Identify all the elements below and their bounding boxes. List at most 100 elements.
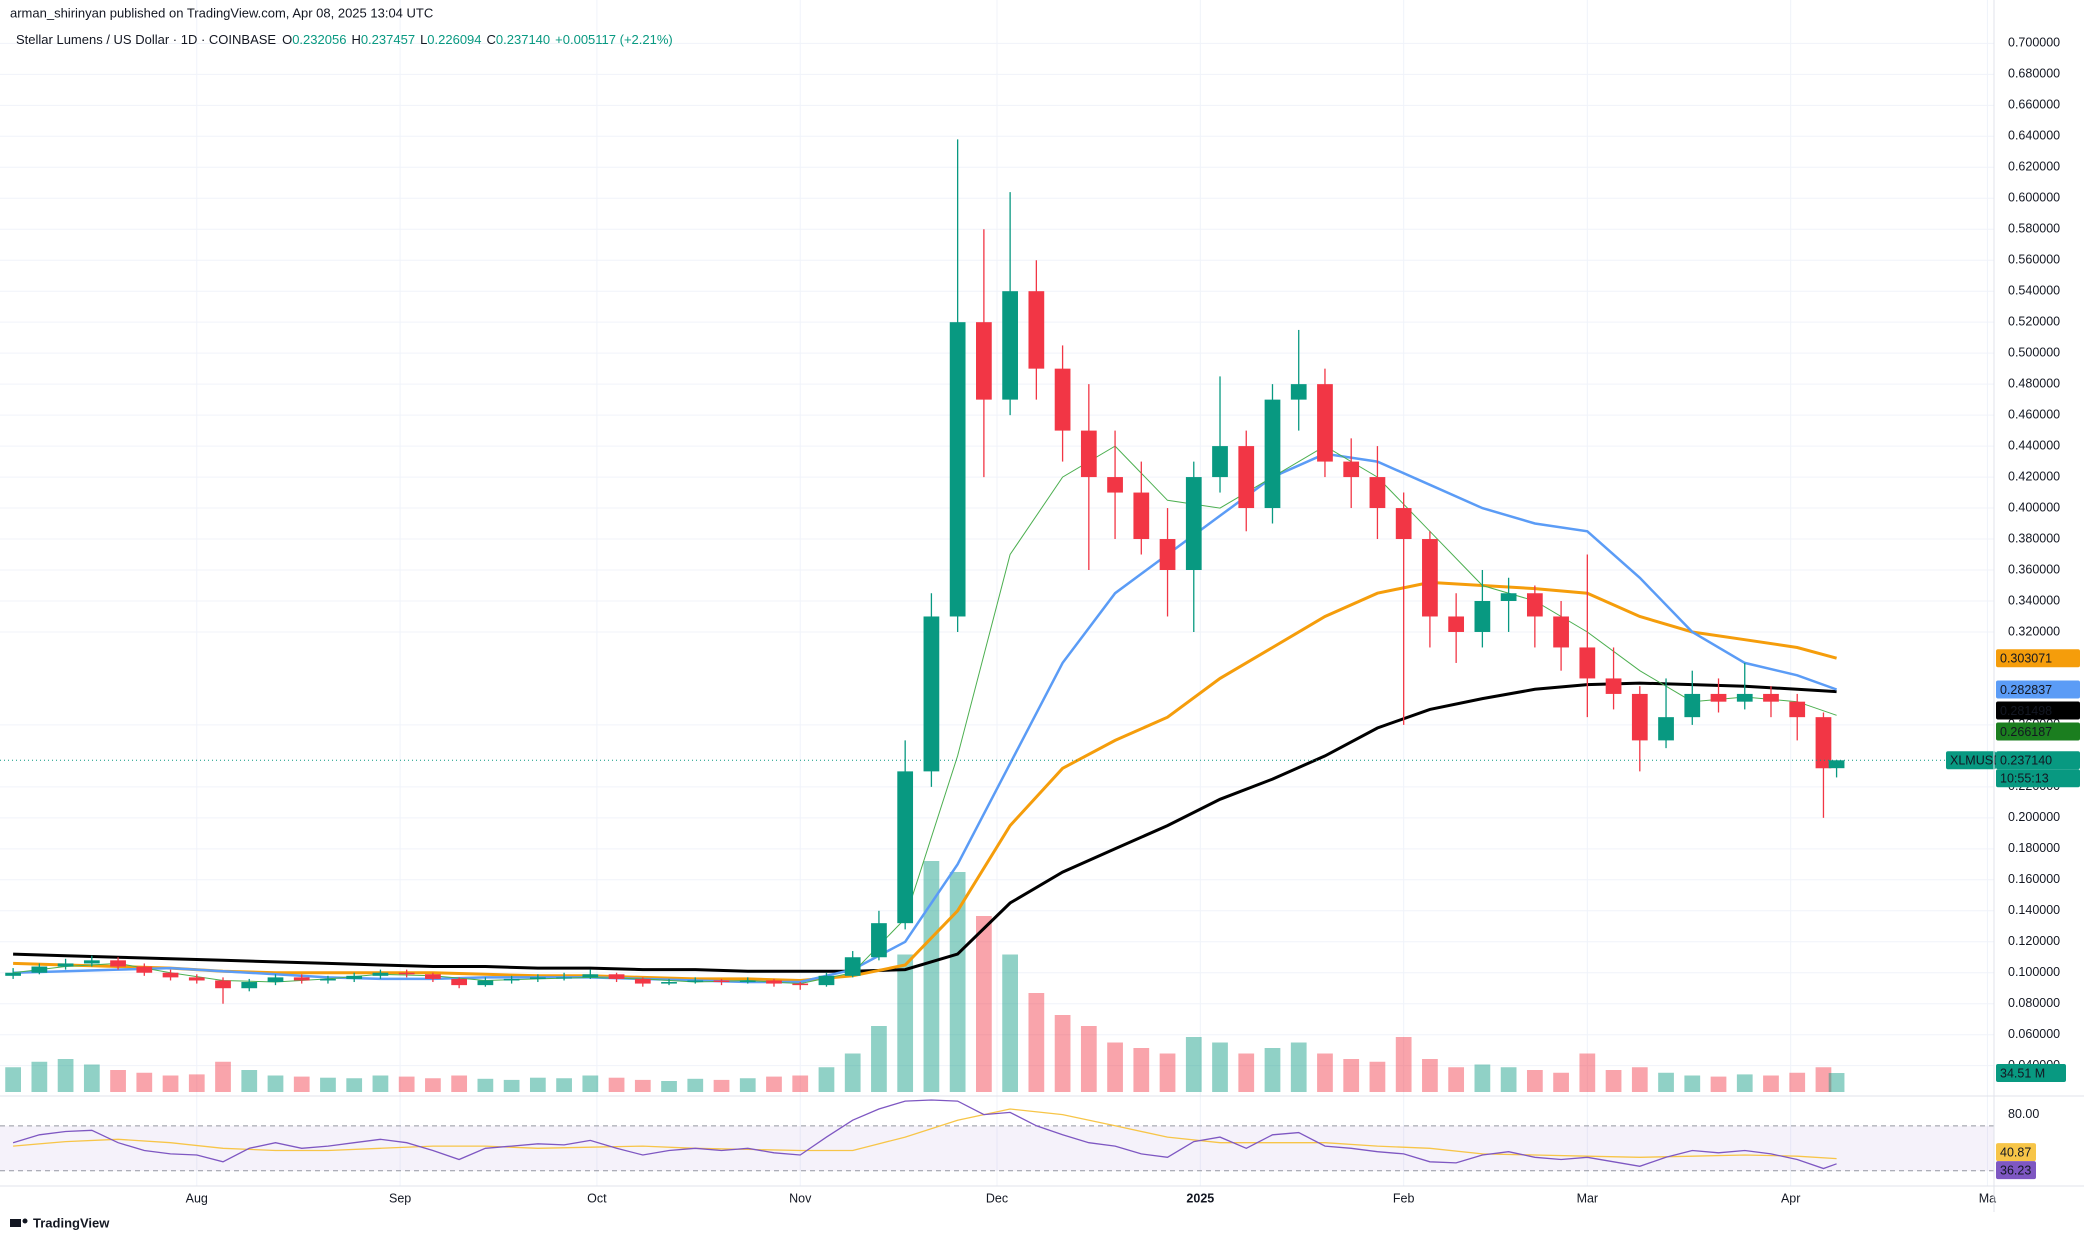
volume-bar (739, 1078, 756, 1092)
volume-bar (1185, 1037, 1202, 1092)
y-tick-label: 0.140000 (2008, 903, 2060, 917)
rsi-tick-label: 80.00 (2008, 1107, 2039, 1121)
ma-end-label: 0.266187 (2000, 725, 2052, 739)
ma-end-label-box (1996, 701, 2080, 720)
candle-body (57, 963, 74, 967)
volume-bar (241, 1070, 258, 1092)
volume-bar (1658, 1072, 1674, 1092)
volume-bar (1028, 993, 1045, 1092)
volume-bar (1474, 1064, 1491, 1092)
y-tick-label: 0.420000 (2008, 469, 2060, 483)
candle-body (398, 972, 415, 975)
volume-bar (1763, 1075, 1779, 1092)
candle-body (634, 978, 651, 984)
y-tick-label: 0.580000 (2008, 222, 2060, 236)
countdown-tag: 10:55:13 (2000, 772, 2049, 786)
y-tick-label: 0.200000 (2008, 810, 2060, 824)
volume-bar (1080, 1026, 1097, 1092)
candle-body (320, 978, 336, 981)
volume-bar (267, 1075, 284, 1092)
volume-bar (923, 861, 940, 1092)
ohlc-key: C (487, 32, 496, 47)
candle-body (582, 974, 599, 978)
moving-average (13, 681, 1837, 973)
y-tick-label: 0.680000 (2008, 67, 2060, 81)
candle-body (1080, 430, 1097, 478)
ma-end-label: 0.282837 (2000, 683, 2052, 697)
y-tick-label: 0.400000 (2008, 500, 2060, 514)
candle-body (1395, 508, 1412, 540)
volume-bar (1212, 1042, 1228, 1092)
candle-body (1317, 384, 1333, 462)
y-tick-label: 0.340000 (2008, 593, 2060, 607)
volume-bar (608, 1077, 625, 1092)
candle-body (1238, 446, 1255, 509)
volume-bar (1343, 1059, 1360, 1092)
price-tag: 0.237140 (2000, 754, 2052, 768)
candle-body (1212, 446, 1228, 478)
candle-body (5, 972, 21, 976)
candle-body (1631, 693, 1648, 741)
volume-bar (320, 1077, 336, 1092)
y-tick-label: 0.480000 (2008, 376, 2060, 390)
volume-bar (818, 1067, 835, 1092)
candle-body (1526, 593, 1543, 617)
rsi-ma (13, 1108, 1837, 1160)
rsi-ma-end-label-box (1996, 1143, 2036, 1162)
candle-body (1684, 693, 1701, 718)
candle-body (1422, 539, 1438, 617)
volume-bar (529, 1077, 546, 1092)
candle-body (293, 977, 310, 981)
candle-body (897, 771, 914, 924)
candle-body (1343, 461, 1360, 478)
volume-bar (949, 872, 966, 1092)
grid (0, 0, 1994, 1186)
y-tick-label: 0.180000 (2008, 841, 2060, 855)
candle-body (713, 980, 730, 983)
volume-bar (1579, 1053, 1596, 1092)
volume-bar (57, 1059, 74, 1092)
volume-bar (425, 1078, 441, 1092)
candle-body (1002, 291, 1018, 400)
candle-body (451, 978, 468, 986)
candle-body (241, 982, 258, 989)
candle-body (1815, 717, 1832, 769)
candle-body (346, 975, 363, 979)
x-tick-label: Apr (1781, 1191, 1800, 1205)
symbol-tag: XLMUSD (1950, 754, 2002, 768)
candle-body (1448, 616, 1465, 632)
candle-body (556, 977, 572, 979)
price-tag-box (1996, 751, 2080, 770)
y-tick-label: 0.640000 (2008, 129, 2060, 143)
volume-bar (1159, 1053, 1176, 1092)
candle-body (923, 616, 940, 772)
volume-bar (661, 1081, 677, 1092)
volume-bar (5, 1067, 21, 1092)
symbol-tag-box (1946, 751, 1996, 770)
candle-body (1789, 701, 1806, 718)
volume-bar (1789, 1072, 1806, 1092)
candle-body (844, 957, 861, 976)
x-tick-label: Feb (1393, 1191, 1415, 1205)
volume-bar (1553, 1072, 1569, 1092)
y-tick-label: 0.540000 (2008, 283, 2060, 297)
moving-average (13, 445, 1837, 985)
candle-body (1658, 717, 1674, 741)
candle-body (215, 980, 231, 989)
candle-body (1736, 693, 1753, 702)
countdown-tag-box (1996, 769, 2080, 788)
candle-body (188, 977, 205, 981)
candle-body (1107, 477, 1123, 493)
volume-bar (976, 916, 992, 1092)
ma-end-label-box (1996, 649, 2080, 668)
moving-average (13, 452, 1838, 984)
x-tick-label: 2025 (1186, 1191, 1214, 1205)
candle-body (1500, 593, 1517, 601)
candle-body (477, 980, 494, 986)
candle-body (976, 322, 992, 400)
x-tick-label: Ma (1979, 1191, 1996, 1205)
volume-bar (1605, 1070, 1622, 1092)
y-tick-label: 0.100000 (2008, 965, 2060, 979)
volume-bar (398, 1076, 415, 1092)
